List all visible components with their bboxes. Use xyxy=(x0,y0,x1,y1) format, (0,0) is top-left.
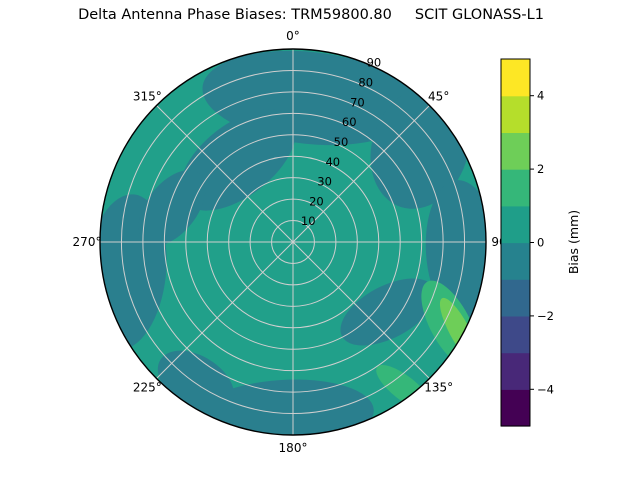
grid-spoke xyxy=(292,241,430,379)
radial-tick-label: 80 xyxy=(358,76,373,90)
radial-tick-label: 10 xyxy=(301,214,316,228)
grid-spoke xyxy=(292,105,430,243)
radial-tick-label: 30 xyxy=(317,175,332,189)
colorbar-segment xyxy=(501,279,530,317)
colorbar: −4 −2 0 2 4 Bias (mm) xyxy=(500,58,581,427)
radial-tick-label: 20 xyxy=(309,194,324,208)
contour-field xyxy=(100,49,486,435)
colorbar-segment xyxy=(501,169,530,207)
colorbar-segment xyxy=(501,242,530,280)
radial-tick-label: 40 xyxy=(325,155,340,169)
azimuth-label: 225° xyxy=(133,381,162,395)
colorbar-segment xyxy=(501,389,530,427)
colorbar-segment xyxy=(501,132,530,170)
azimuth-label: 45° xyxy=(428,89,449,103)
radial-tick-label: 90 xyxy=(367,56,382,70)
polar-grid xyxy=(100,49,486,435)
colorbar-tick-label: −4 xyxy=(537,382,554,396)
colorbar-tick-label: 2 xyxy=(537,162,544,176)
colorbar-tick-label: −2 xyxy=(537,309,554,323)
radial-tick-label: 50 xyxy=(334,135,349,149)
azimuth-label: 135° xyxy=(424,381,453,395)
radial-tick-label: 60 xyxy=(342,115,357,129)
colorbar-segment xyxy=(501,59,530,97)
plot-outline xyxy=(99,48,487,436)
colorbar-segment xyxy=(501,205,530,244)
azimuth-label: 0° xyxy=(286,29,300,43)
colorbar-tick-label: 0 xyxy=(537,236,544,250)
contour-blob xyxy=(138,170,206,246)
azimuth-label: 315° xyxy=(133,89,162,103)
azimuth-label: 270° xyxy=(73,235,102,249)
colorbar-segment xyxy=(501,315,530,354)
chart-title: Delta Antenna Phase Biases: TRM59800.80 … xyxy=(78,7,544,23)
colorbar-segment xyxy=(501,95,530,133)
colorbar-segment xyxy=(501,352,530,390)
grid-spoke xyxy=(156,241,294,379)
azimuth-label: 180° xyxy=(279,441,308,455)
contour-blob xyxy=(340,278,436,346)
radial-tick-label: 70 xyxy=(350,95,365,109)
colorbar-axis-label: Bias (mm) xyxy=(566,210,581,274)
contour-blob xyxy=(180,109,296,211)
grid-spoke xyxy=(156,105,294,243)
colorbar-tick-label: 4 xyxy=(537,89,544,103)
